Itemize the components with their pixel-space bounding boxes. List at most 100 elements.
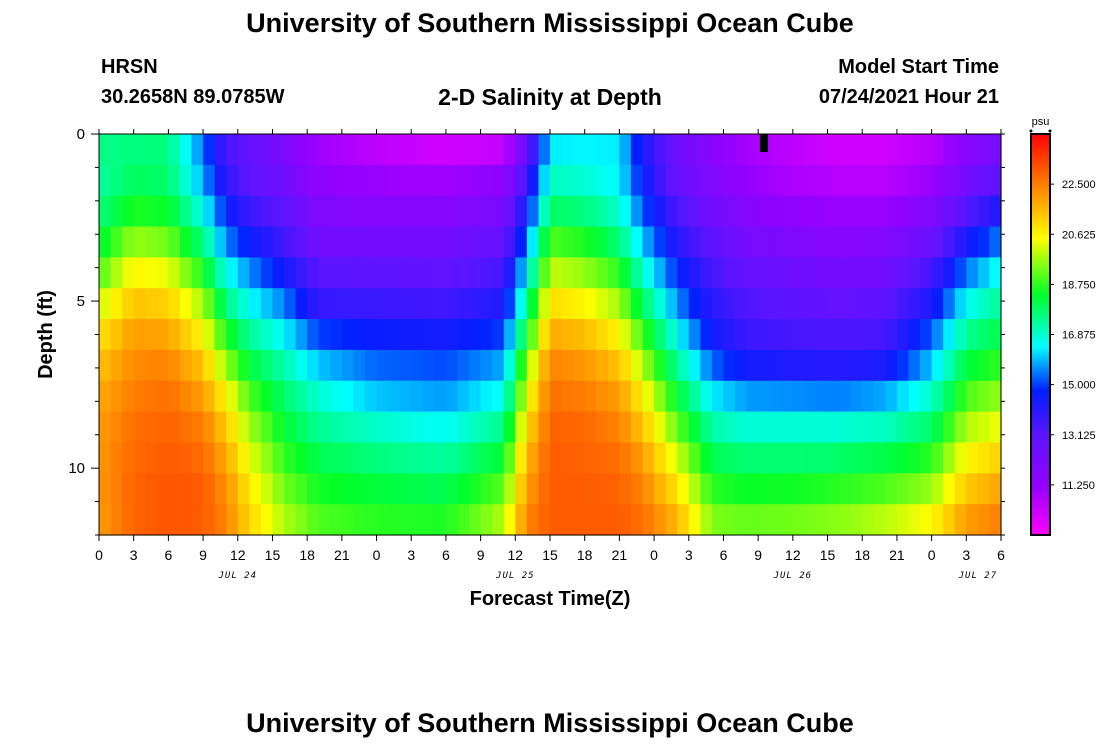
heatmap-cell <box>758 164 771 197</box>
heatmap-cell <box>399 319 412 351</box>
heatmap-cell <box>376 504 389 536</box>
date-label: JUL 26 <box>773 571 813 581</box>
heatmap-cell <box>954 473 967 505</box>
heatmap-cell <box>792 380 806 413</box>
heatmap-cell <box>943 442 956 474</box>
date-label: JUL 25 <box>495 571 535 581</box>
heatmap-cell <box>839 288 852 320</box>
heatmap-cell <box>411 473 424 505</box>
heatmap-cell <box>908 473 921 505</box>
heatmap-cell <box>422 504 435 536</box>
heatmap-cell <box>746 134 759 166</box>
heatmap-cell <box>179 380 193 413</box>
heatmap-cell <box>584 349 597 382</box>
heatmap-cell <box>503 442 516 474</box>
heatmap-cell <box>492 164 505 197</box>
heatmap-cell <box>526 319 540 351</box>
heatmap-cell <box>307 411 320 444</box>
heatmap-cell <box>781 473 794 505</box>
heatmap-cell <box>642 164 655 197</box>
heatmap-cell <box>445 349 459 382</box>
heatmap-cell <box>237 164 250 197</box>
heatmap-cell <box>630 134 644 166</box>
colorbar-dot <box>1029 129 1033 133</box>
heatmap-cell <box>364 319 378 351</box>
heatmap-cell <box>341 442 355 474</box>
heatmap-cell <box>977 504 991 536</box>
heatmap-cell <box>989 195 1002 228</box>
heatmap-cell <box>769 164 782 197</box>
heatmap-cell <box>920 226 933 258</box>
heatmap-cell <box>885 442 898 474</box>
heatmap-cell <box>688 442 701 474</box>
heatmap-cell <box>943 504 956 536</box>
heatmap-cell <box>307 226 320 258</box>
heatmap-cell <box>977 195 991 228</box>
heatmap-cell <box>839 504 852 536</box>
heatmap-cell <box>214 473 227 505</box>
heatmap-cell <box>226 319 239 351</box>
heatmap-cell <box>550 288 563 320</box>
heatmap-cell <box>133 411 146 444</box>
heatmap-cell <box>746 349 759 382</box>
heatmap-cell <box>954 380 967 413</box>
heatmap-cell <box>330 442 343 474</box>
heatmap-cell <box>284 504 297 536</box>
heatmap-cell <box>179 257 193 289</box>
heatmap-cell <box>191 380 204 413</box>
heatmap-cell <box>619 164 632 197</box>
heatmap-cell <box>122 134 135 166</box>
heatmap-cell <box>191 349 204 382</box>
heatmap-cell <box>480 195 493 228</box>
heatmap-cell <box>156 380 169 413</box>
heatmap-cell <box>272 195 285 228</box>
heatmap-cell <box>966 288 979 320</box>
heatmap-cell <box>630 504 644 536</box>
heatmap-cell <box>804 473 817 505</box>
heatmap-cell <box>885 195 898 228</box>
heatmap-cell <box>133 349 146 382</box>
heatmap-cell <box>492 349 505 382</box>
heatmap-cell <box>688 411 701 444</box>
heatmap-cell <box>746 164 759 197</box>
heatmap-cell <box>156 226 169 258</box>
heatmap-cell <box>758 319 771 351</box>
heatmap-cell <box>388 164 401 197</box>
heatmap-cell <box>492 226 505 258</box>
heatmap-cell <box>677 257 690 289</box>
heatmap-cell <box>920 380 933 413</box>
heatmap-cell <box>318 473 331 505</box>
heatmap-cell <box>353 319 366 351</box>
heatmap-cell <box>307 442 320 474</box>
heatmap-cell <box>954 288 967 320</box>
heatmap-cell <box>203 195 216 228</box>
heatmap-cell <box>630 164 644 197</box>
heatmap-cell <box>353 349 366 382</box>
heatmap-cell <box>781 319 794 351</box>
heatmap-cell <box>977 473 991 505</box>
heatmap-cell <box>688 319 701 351</box>
heatmap-cell <box>584 380 597 413</box>
heatmap-cell <box>399 380 412 413</box>
heatmap-cell <box>700 349 713 382</box>
heatmap-cell <box>758 226 771 258</box>
heatmap-cell <box>179 288 193 320</box>
chart-subtitle: 2-D Salinity at Depth <box>438 84 662 110</box>
heatmap-cell <box>492 473 505 505</box>
heatmap-cell <box>700 504 713 536</box>
heatmap-cell <box>538 134 551 166</box>
heatmap-cell <box>364 226 378 258</box>
heatmap-cell <box>191 226 204 258</box>
heatmap-cell <box>226 380 239 413</box>
heatmap-cell <box>839 411 852 444</box>
heatmap-cell <box>145 442 158 474</box>
heatmap-cell <box>445 442 459 474</box>
heatmap-cell <box>226 349 239 382</box>
heatmap-cell <box>850 504 863 536</box>
heatmap-cell <box>943 164 956 197</box>
heatmap-cell <box>700 319 713 351</box>
heatmap-cell <box>457 195 470 228</box>
x-tick-label: 9 <box>477 547 485 563</box>
heatmap-cell <box>538 226 551 258</box>
heatmap-cell <box>226 134 239 166</box>
